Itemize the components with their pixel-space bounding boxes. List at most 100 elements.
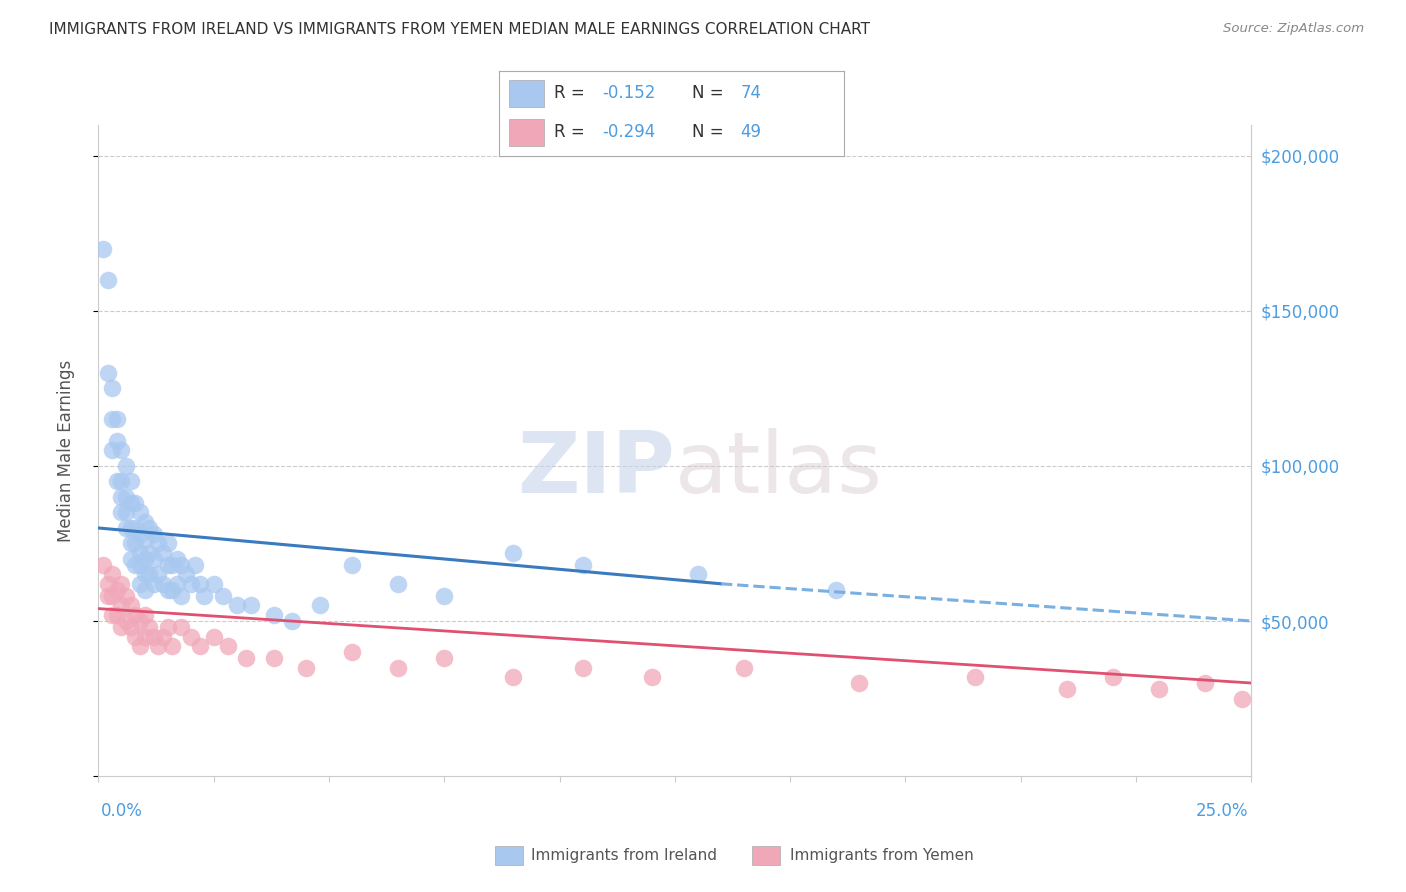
Point — [733, 660, 755, 674]
Point — [180, 576, 202, 591]
Point — [1147, 682, 1170, 697]
Point — [115, 589, 138, 603]
Point — [295, 660, 318, 674]
Point — [120, 496, 142, 510]
Point — [105, 412, 128, 426]
Point — [281, 614, 304, 628]
Text: -0.152: -0.152 — [603, 85, 655, 103]
Point — [138, 546, 160, 560]
Point — [134, 515, 156, 529]
Point — [148, 536, 170, 550]
Point — [156, 582, 179, 597]
Point — [101, 567, 124, 582]
Point — [105, 475, 128, 489]
Point — [124, 558, 146, 573]
Point — [138, 620, 160, 634]
Point — [502, 546, 524, 560]
Point — [188, 639, 211, 653]
FancyBboxPatch shape — [509, 80, 544, 107]
Point — [124, 607, 146, 622]
Point — [134, 630, 156, 644]
Point — [138, 521, 160, 535]
Point — [142, 630, 165, 644]
Point — [170, 558, 193, 573]
Point — [180, 630, 202, 644]
Point — [124, 630, 146, 644]
Point — [101, 412, 124, 426]
Point — [202, 630, 225, 644]
Point — [156, 536, 179, 550]
Point — [134, 567, 156, 582]
Point — [110, 599, 132, 613]
Point — [433, 651, 456, 665]
Text: IMMIGRANTS FROM IRELAND VS IMMIGRANTS FROM YEMEN MEDIAN MALE EARNINGS CORRELATIO: IMMIGRANTS FROM IRELAND VS IMMIGRANTS FR… — [49, 22, 870, 37]
Point — [686, 567, 709, 582]
Point — [166, 576, 188, 591]
Point — [1056, 682, 1078, 697]
Point — [152, 576, 174, 591]
Point — [160, 639, 183, 653]
Text: atlas: atlas — [675, 428, 883, 511]
Point — [825, 582, 848, 597]
Point — [97, 273, 120, 287]
Point — [110, 506, 132, 520]
Point — [184, 558, 207, 573]
Point — [115, 521, 138, 535]
Point — [110, 443, 132, 458]
Point — [120, 552, 142, 566]
Point — [156, 620, 179, 634]
Point — [115, 506, 138, 520]
Point — [235, 651, 257, 665]
Point — [166, 552, 188, 566]
Point — [641, 670, 664, 684]
Point — [1194, 676, 1216, 690]
Point — [134, 533, 156, 548]
Text: 74: 74 — [741, 85, 761, 103]
Point — [188, 576, 211, 591]
Point — [105, 582, 128, 597]
Text: R =: R = — [554, 123, 591, 141]
Point — [129, 576, 152, 591]
Text: 25.0%: 25.0% — [1197, 802, 1249, 820]
Point — [97, 366, 120, 380]
Point — [202, 576, 225, 591]
Point — [129, 546, 152, 560]
Point — [129, 558, 152, 573]
Point — [142, 576, 165, 591]
Point — [963, 670, 986, 684]
Point — [160, 558, 183, 573]
Point — [142, 552, 165, 566]
Point — [101, 607, 124, 622]
Point — [571, 558, 593, 573]
Text: Source: ZipAtlas.com: Source: ZipAtlas.com — [1223, 22, 1364, 36]
Point — [433, 589, 456, 603]
Point — [170, 589, 193, 603]
Point — [120, 536, 142, 550]
Point — [129, 527, 152, 541]
Point — [120, 475, 142, 489]
Point — [848, 676, 870, 690]
Point — [148, 639, 170, 653]
Point — [124, 536, 146, 550]
Point — [148, 567, 170, 582]
Point — [263, 651, 285, 665]
Point — [91, 242, 114, 256]
Point — [124, 521, 146, 535]
Point — [120, 620, 142, 634]
Point — [129, 614, 152, 628]
Point — [212, 589, 235, 603]
Point — [217, 639, 239, 653]
Text: 49: 49 — [741, 123, 761, 141]
Point — [134, 552, 156, 566]
Text: N =: N = — [692, 85, 728, 103]
Point — [170, 620, 193, 634]
Point — [115, 614, 138, 628]
Point — [308, 599, 330, 613]
Point — [225, 599, 247, 613]
Point — [110, 475, 132, 489]
Point — [174, 567, 197, 582]
Text: R =: R = — [554, 85, 591, 103]
Point — [120, 521, 142, 535]
Point — [239, 599, 262, 613]
Point — [142, 527, 165, 541]
